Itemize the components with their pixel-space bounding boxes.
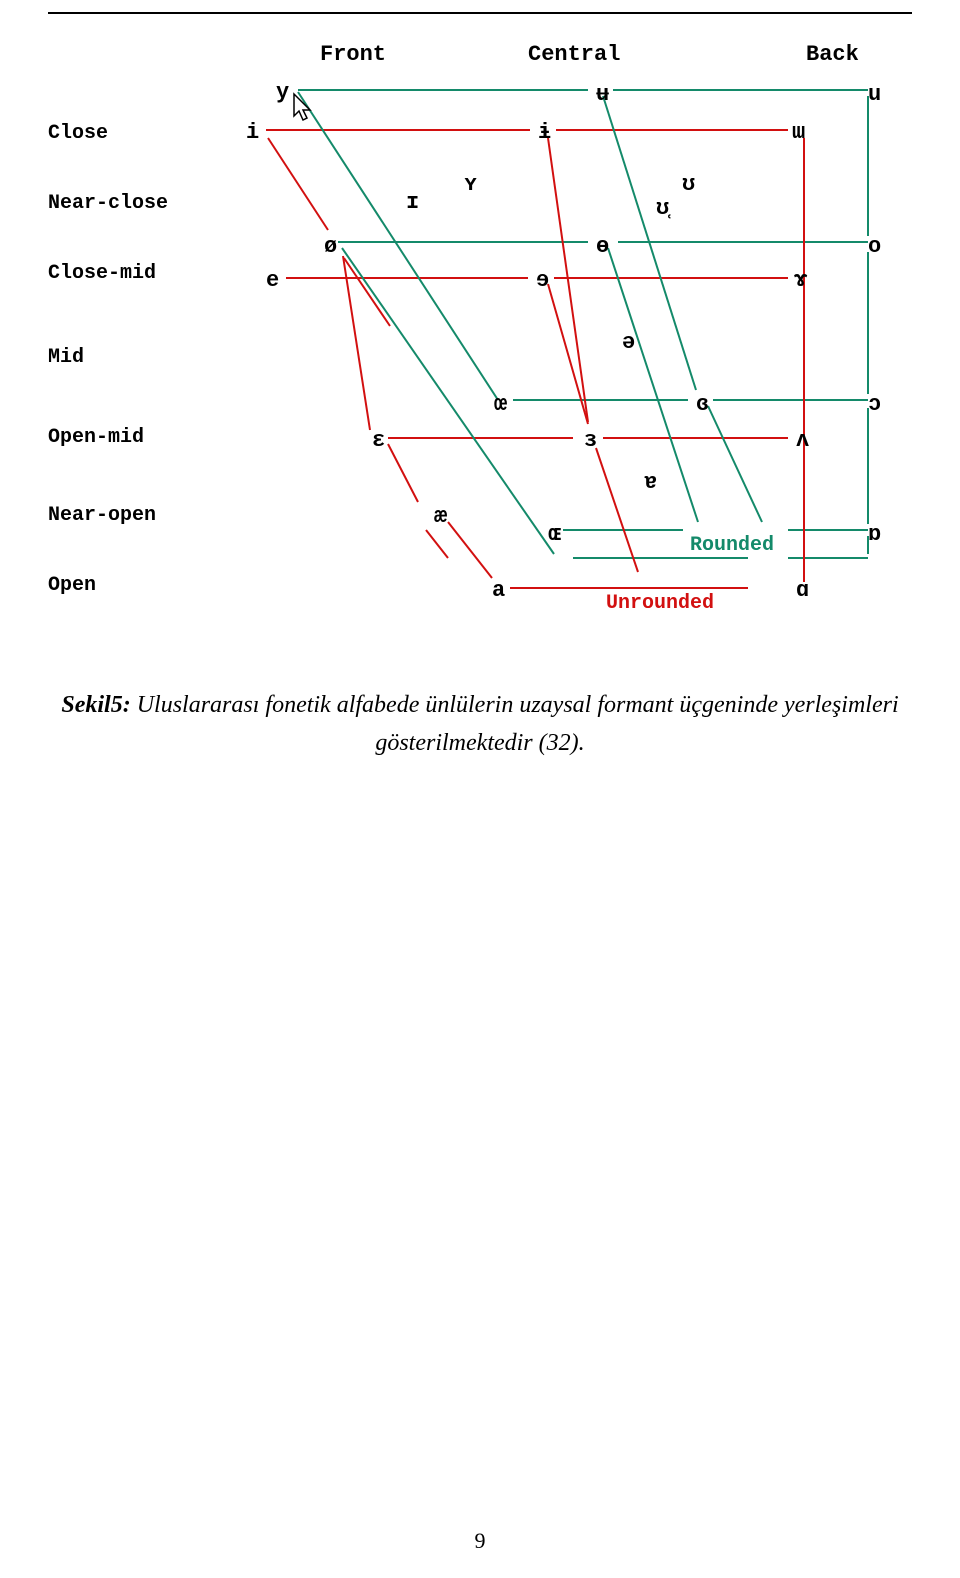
vowel-glyph: y [276,80,289,105]
vowel-glyph: ɛ [372,428,385,453]
vowel-glyph: ʏ [464,172,477,197]
row-label: Near-close [48,192,168,215]
vowel-glyph: ɞ [696,392,709,417]
row-label: Open [48,574,96,597]
vowel-glyph: ɒ [868,522,881,547]
vowel-glyph: ɨ [538,120,551,145]
vowel-glyph: ø [324,234,337,259]
vowel-glyph: u [868,82,881,107]
vowel-glyph: i [246,120,259,145]
caption-body-1: Uluslararası fonetik alfabede ünlülerin … [137,692,899,718]
vowel-glyph: ʌ [796,428,809,453]
row-label: Open-mid [48,426,144,449]
vowel-glyph: ɘ [536,268,549,293]
vowel-glyph: ɯ [792,120,805,145]
vowel-glyph: ɑ [796,578,809,603]
vowel-glyph: ʊ [682,172,695,197]
col-header: Central [528,42,620,67]
vowel-trapezoid-svg: Front Central Back Close Near-close Close-mi… [48,30,912,650]
vowel-glyph: ʊ̜ [656,196,671,221]
top-rule [48,12,912,14]
row-label: Near-open [48,504,156,527]
vowel-glyph: a [492,578,505,603]
col-header: Back [806,42,859,67]
vowel-glyph: ɪ [406,190,419,215]
row-label: Close-mid [48,262,156,285]
caption-body-2: gösterilmektedir (32). [375,730,584,756]
vowel-glyph: e [266,268,279,293]
vowel-glyph: ɵ [596,234,609,259]
vowel-glyph: ʉ [596,82,609,107]
row-label: Mid [48,346,84,369]
caption-prefix: Sekil5: [61,692,130,718]
vowel-glyph: o [868,234,881,259]
vowel-glyph: æ [434,504,447,529]
vowel-glyph: ɶ [548,522,561,547]
page-number: 9 [0,1528,960,1554]
col-header: Front [320,42,386,67]
vowel-trapezoid-chart: Front Central Back Close Near-close Close-mi… [48,30,912,650]
vowel-glyph: ə [622,330,635,355]
vowel-glyph: ɔ [868,392,881,417]
vowel-glyph: œ [494,392,507,417]
vowel-glyph: ɐ [644,470,657,495]
vowel-glyph: ɜ [584,428,597,453]
figure-caption: Sekil5: Uluslararası fonetik alfabede ün… [0,686,960,763]
rounded-label: Rounded [690,534,774,557]
unrounded-label: Unrounded [606,592,714,615]
row-label: Close [48,122,108,145]
vowel-glyph: ɤ [794,268,808,293]
